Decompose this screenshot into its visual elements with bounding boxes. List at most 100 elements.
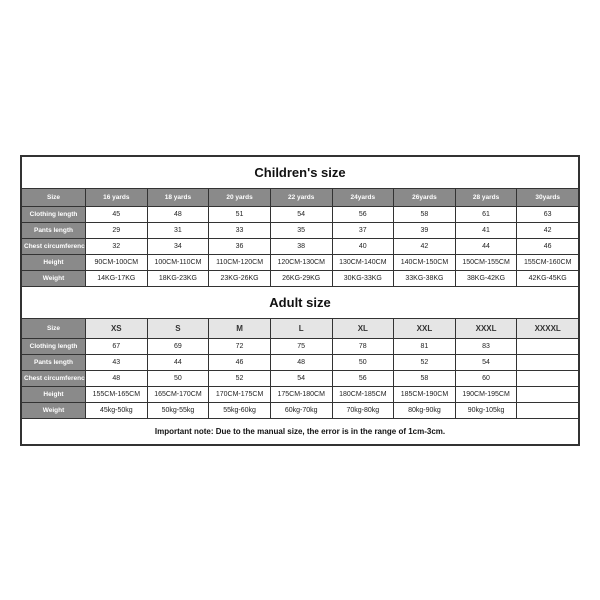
adult-col-7: XXXXL	[517, 318, 579, 338]
cell: 37	[332, 222, 394, 238]
cell: 81	[394, 338, 456, 354]
size-chart-container: Children's size Size 16 yards 18 yards 2…	[20, 155, 580, 446]
cell: 54	[455, 354, 517, 370]
row-label: Height	[22, 386, 86, 402]
cell	[517, 338, 579, 354]
cell: 31	[147, 222, 209, 238]
adult-col-0: XS	[86, 318, 148, 338]
cell: 43	[86, 354, 148, 370]
cell: 130CM-140CM	[332, 254, 394, 270]
cell: 35	[270, 222, 332, 238]
children-col-1: 18 yards	[147, 188, 209, 206]
cell: 50kg-55kg	[147, 402, 209, 418]
cell: 42KG-45KG	[517, 270, 579, 286]
cell: 60kg-70kg	[270, 402, 332, 418]
row-label: Chest circumference 1/2	[22, 238, 86, 254]
cell: 18KG-23KG	[147, 270, 209, 286]
row-label: Pants length	[22, 354, 86, 370]
cell: 50	[147, 370, 209, 386]
cell: 36	[209, 238, 271, 254]
children-col-6: 28 yards	[455, 188, 517, 206]
table-row: Pants length 29 31 33 35 37 39 41 42	[22, 222, 579, 238]
cell: 155CM-165CM	[86, 386, 148, 402]
size-table: Children's size Size 16 yards 18 yards 2…	[21, 156, 579, 445]
cell: 52	[394, 354, 456, 370]
cell: 60	[455, 370, 517, 386]
children-col-0: 16 yards	[86, 188, 148, 206]
cell: 52	[209, 370, 271, 386]
cell: 100CM-110CM	[147, 254, 209, 270]
cell: 38	[270, 238, 332, 254]
table-row: Pants length 43 44 46 48 50 52 54	[22, 354, 579, 370]
cell: 38KG-42KG	[455, 270, 517, 286]
children-col-3: 22 yards	[270, 188, 332, 206]
row-label: Weight	[22, 270, 86, 286]
cell: 46	[209, 354, 271, 370]
adult-col-6: XXXL	[455, 318, 517, 338]
cell: 23KG-26KG	[209, 270, 271, 286]
children-col-5: 26yards	[394, 188, 456, 206]
cell: 175CM-180CM	[270, 386, 332, 402]
cell: 56	[332, 206, 394, 222]
cell: 75	[270, 338, 332, 354]
row-label: Pants length	[22, 222, 86, 238]
row-label: Weight	[22, 402, 86, 418]
cell	[517, 386, 579, 402]
children-header-row: Size 16 yards 18 yards 20 yards 22 yards…	[22, 188, 579, 206]
row-label: Clothing length	[22, 206, 86, 222]
children-col-2: 20 yards	[209, 188, 271, 206]
cell: 29	[86, 222, 148, 238]
adult-col-4: XL	[332, 318, 394, 338]
cell: 54	[270, 206, 332, 222]
cell: 63	[517, 206, 579, 222]
table-row: Weight 45kg-50kg 50kg-55kg 55kg-60kg 60k…	[22, 402, 579, 418]
cell: 90CM-100CM	[86, 254, 148, 270]
cell: 32	[86, 238, 148, 254]
row-label: Chest circumference 1/2	[22, 370, 86, 386]
cell: 180CM-185CM	[332, 386, 394, 402]
cell: 30KG-33KG	[332, 270, 394, 286]
cell: 54	[270, 370, 332, 386]
table-row: Chest circumference 1/2 32 34 36 38 40 4…	[22, 238, 579, 254]
table-row: Clothing length 45 48 51 54 56 58 61 63	[22, 206, 579, 222]
adult-col-2: M	[209, 318, 271, 338]
children-col-7: 30yards	[517, 188, 579, 206]
adult-title: Adult size	[22, 286, 579, 318]
cell: 41	[455, 222, 517, 238]
cell: 46	[517, 238, 579, 254]
adult-col-5: XXL	[394, 318, 456, 338]
cell: 83	[455, 338, 517, 354]
table-row: Weight 14KG-17KG 18KG-23KG 23KG-26KG 26K…	[22, 270, 579, 286]
adult-header-label: Size	[22, 318, 86, 338]
cell: 190CM-195CM	[455, 386, 517, 402]
children-title-row: Children's size	[22, 156, 579, 188]
note-row: Important note: Due to the manual size, …	[22, 418, 579, 444]
cell: 33KG-38KG	[394, 270, 456, 286]
children-title: Children's size	[22, 156, 579, 188]
cell: 40	[332, 238, 394, 254]
cell	[517, 354, 579, 370]
important-note: Important note: Due to the manual size, …	[22, 418, 579, 444]
cell: 56	[332, 370, 394, 386]
cell: 78	[332, 338, 394, 354]
table-row: Clothing length 67 69 72 75 78 81 83	[22, 338, 579, 354]
cell: 44	[147, 354, 209, 370]
cell: 33	[209, 222, 271, 238]
cell: 69	[147, 338, 209, 354]
table-row: Height 155CM-165CM 165CM-170CM 170CM-175…	[22, 386, 579, 402]
cell: 45	[86, 206, 148, 222]
table-row: Height 90CM-100CM 100CM-110CM 110CM-120C…	[22, 254, 579, 270]
cell: 120CM-130CM	[270, 254, 332, 270]
cell: 61	[455, 206, 517, 222]
cell: 48	[270, 354, 332, 370]
cell: 50	[332, 354, 394, 370]
cell: 42	[517, 222, 579, 238]
cell: 67	[86, 338, 148, 354]
cell: 165CM-170CM	[147, 386, 209, 402]
adult-col-1: S	[147, 318, 209, 338]
cell: 39	[394, 222, 456, 238]
cell: 170CM-175CM	[209, 386, 271, 402]
cell: 44	[455, 238, 517, 254]
cell: 55kg-60kg	[209, 402, 271, 418]
cell	[517, 402, 579, 418]
